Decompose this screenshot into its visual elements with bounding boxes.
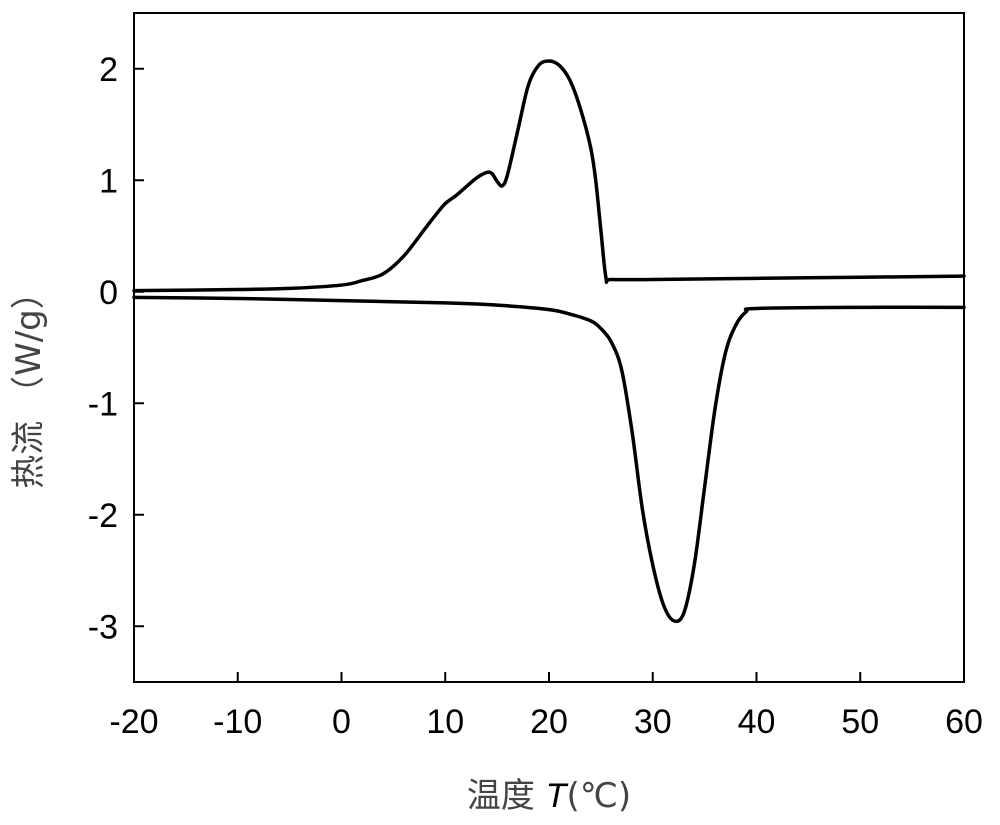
x-tick-label: 20 [530, 703, 568, 741]
x-tick-label: 40 [738, 703, 776, 741]
y-tick-label: -2 [88, 497, 118, 535]
x-tick-label: 0 [332, 703, 351, 741]
ticks [133, 67, 965, 682]
y-tick-label: 1 [99, 162, 118, 200]
plot-frame [133, 12, 965, 683]
x-axis-title-prefix: 温度 [467, 776, 546, 816]
series-line-cooling [132, 59, 966, 293]
y-tick-label: 0 [99, 274, 118, 312]
x-tick-label: 30 [634, 703, 672, 741]
y-tick-label: -3 [88, 608, 118, 646]
y-tick-label: 2 [99, 51, 118, 89]
x-axis-title-var: T [546, 777, 569, 815]
x-tick-label: 10 [426, 703, 464, 741]
x-axis-title-unit: (℃) [566, 776, 631, 816]
series-group [132, 59, 966, 624]
x-tick-label: 60 [945, 703, 983, 741]
x-tick-label: 50 [841, 703, 879, 741]
y-tick-label: -1 [88, 385, 118, 423]
x-tick-label: -20 [109, 703, 158, 741]
x-tick-label: -10 [213, 703, 262, 741]
y-axis-title: 热流 （W/g） [9, 275, 49, 488]
x-axis-title: 温度 T(℃) [467, 776, 631, 816]
series-line-heating [132, 295, 966, 624]
